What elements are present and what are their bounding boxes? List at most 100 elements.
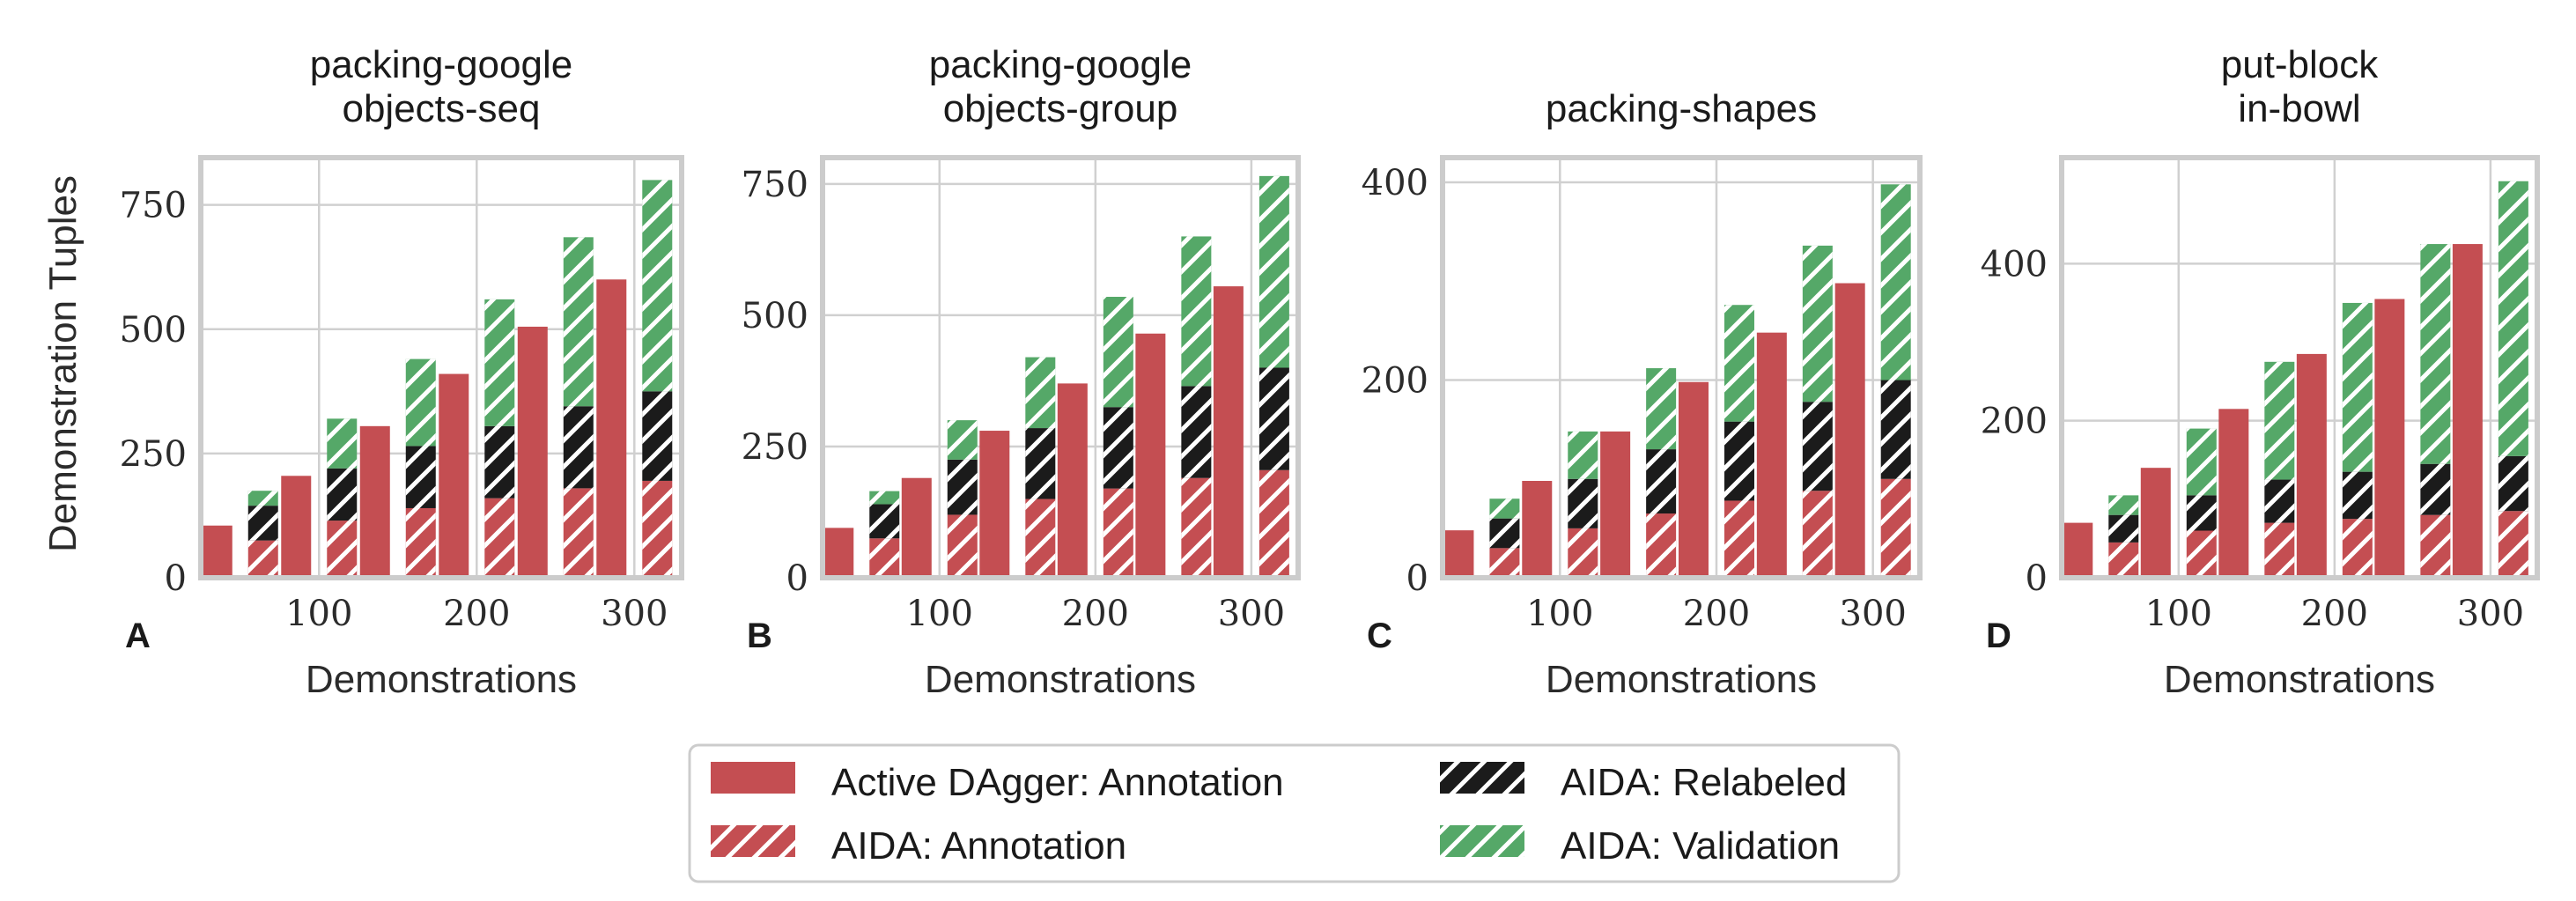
panel-letter: B (747, 617, 772, 655)
bar-aida-relabeled-hatch (947, 459, 978, 515)
bar-aida-relabeled-hatch (1802, 402, 1833, 491)
bar-aida-validation-hatch (1489, 499, 1520, 519)
x-tick-label: 300 (1840, 594, 1907, 634)
y-tick-label: 750 (742, 165, 808, 205)
legend-label-active: Active DAgger: Annotation (831, 761, 1284, 804)
bar-aida-relabeled-hatch (563, 406, 594, 489)
bar-aida-validation-hatch (2186, 428, 2217, 496)
bar-aida-validation-hatch (1646, 368, 1677, 450)
bar-active-dagger-annotation (281, 476, 312, 578)
bar-aida-relabeled-hatch (2186, 495, 2217, 531)
bar-aida-annotation-hatch (2264, 522, 2295, 578)
bar-aida-annotation-hatch (947, 514, 978, 578)
bar-aida-relabeled-hatch (1258, 367, 1289, 470)
bar-aida-annotation-hatch (1258, 469, 1289, 578)
bar-aida-annotation-hatch (1880, 478, 1911, 578)
bar-aida-validation-hatch (1880, 184, 1911, 380)
bar-aida-relabeled-hatch (1568, 478, 1598, 528)
bar-aida-annotation-hatch (327, 521, 358, 578)
bar-active-dagger-annotation (1057, 383, 1088, 578)
bar-active-dagger-annotation (1522, 481, 1553, 578)
bar-active-dagger-annotation (202, 525, 233, 578)
bar-aida-relabeled-hatch (1103, 407, 1133, 489)
bar-active-dagger-annotation (2218, 409, 2249, 578)
y-tick-label: 400 (1362, 163, 1428, 203)
y-tick-label: 0 (2026, 558, 2048, 599)
legend-label-annotation: AIDA: Annotation (831, 824, 1126, 868)
bar-active-dagger-annotation (1443, 530, 1474, 578)
bar-aida-annotation-hatch (1802, 491, 1833, 578)
bar-active-dagger-annotation (1213, 286, 1244, 578)
x-tick-label: 100 (1526, 594, 1593, 634)
y-tick-label: 750 (120, 186, 187, 226)
bar-aida-validation-hatch (2264, 361, 2295, 480)
panel-c: 100 200 300 0 200 400 Demonstrations Cpacking-s… (1362, 87, 1923, 701)
bar-aida-annotation-hatch (869, 538, 900, 578)
y-tick-label: 200 (1362, 361, 1428, 402)
bar-aida-relabeled-hatch (642, 391, 673, 481)
bar-aida-relabeled-hatch (2498, 455, 2528, 512)
x-tick-label: 100 (285, 594, 352, 634)
bar-aida-validation-hatch (947, 420, 978, 460)
panel-letter: A (125, 617, 151, 655)
bar-aida-validation-hatch (869, 491, 900, 505)
bar-active-dagger-annotation (823, 528, 854, 578)
panel-title: objects-group (943, 87, 1178, 130)
x-tick-label: 100 (2145, 594, 2212, 634)
bar-aida-validation-hatch (247, 491, 278, 506)
bar-aida-validation-hatch (1568, 431, 1598, 479)
bar-aida-validation-hatch (2342, 302, 2373, 472)
bar-active-dagger-annotation (517, 326, 548, 578)
legend-swatch-hatch-relabeled (1440, 762, 1524, 794)
bar-active-dagger-annotation (2140, 468, 2171, 578)
bar-aida-relabeled-hatch (1025, 428, 1056, 499)
y-tick-label: 0 (786, 558, 808, 599)
bar-aida-validation-hatch (563, 237, 594, 407)
bar-active-dagger-annotation (901, 477, 932, 578)
y-tick-label: 0 (1406, 558, 1428, 599)
bar-aida-validation-hatch (642, 180, 673, 392)
bar-active-dagger-annotation (1834, 283, 1865, 578)
y-axis-label: Demonstration Tuples (41, 175, 85, 552)
bar-active-dagger-annotation (1756, 332, 1787, 578)
y-tick-label: 200 (1981, 402, 2048, 442)
bar-aida-annotation-hatch (1568, 528, 1598, 578)
panel-title: in-bowl (2238, 87, 2360, 130)
x-tick-label: 200 (1062, 594, 1129, 634)
x-tick-label: 300 (1218, 594, 1285, 634)
bar-active-dagger-annotation (2296, 353, 2327, 578)
x-tick-label: 100 (906, 594, 973, 634)
bar-aida-relabeled-hatch (247, 506, 278, 541)
y-tick-label: 400 (1981, 244, 2048, 284)
bar-active-dagger-annotation (439, 373, 469, 578)
bar-active-dagger-annotation (2452, 244, 2483, 578)
bar-active-dagger-annotation (1135, 333, 1166, 578)
bar-aida-validation-hatch (1025, 357, 1056, 429)
bar-aida-validation-hatch (1258, 175, 1289, 368)
panel-title: objects-seq (342, 87, 540, 130)
bar-aida-annotation-hatch (2498, 511, 2528, 578)
y-tick-label: 500 (742, 296, 808, 336)
bar-aida-annotation-hatch (484, 498, 515, 578)
bar-active-dagger-annotation (596, 279, 627, 578)
bar-aida-annotation-hatch (2342, 519, 2373, 578)
legend-frame (688, 743, 1901, 883)
bar-active-dagger-annotation (1678, 381, 1709, 578)
bar-aida-validation-hatch (405, 358, 436, 447)
bar-aida-annotation-hatch (1723, 500, 1754, 578)
bar-aida-annotation-hatch (1025, 499, 1056, 578)
legend-swatch-hatch-validation (1440, 825, 1524, 857)
chart-panels: 100 200 300 0 250 500 750 Demonstrations Apackin… (120, 43, 2540, 701)
plot-frame (2059, 155, 2540, 580)
bar-aida-validation-hatch (2420, 244, 2451, 464)
x-tick-label: 200 (443, 594, 510, 634)
x-tick-label: 300 (601, 594, 668, 634)
x-axis-label: Demonstrations (925, 658, 1196, 701)
legend-swatch-active (711, 762, 795, 794)
bar-aida-annotation-hatch (2108, 542, 2139, 578)
bar-aida-annotation-hatch (247, 540, 278, 578)
x-tick-label: 200 (2301, 594, 2368, 634)
bar-aida-relabeled-hatch (2264, 479, 2295, 523)
legend: Active DAgger: Annotation AIDA: Annotatio… (688, 743, 1901, 883)
